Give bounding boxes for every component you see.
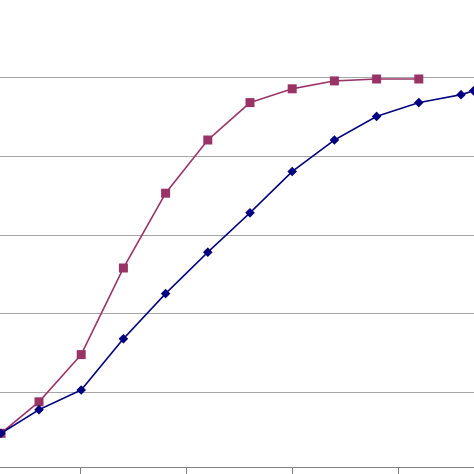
series-0-point-10 [414, 74, 424, 84]
series-1-point-11 [456, 89, 466, 100]
series-1-point-9 [371, 111, 382, 122]
series-1 [0, 86, 474, 439]
series-1-point-12 [468, 86, 474, 96]
series-1-point-2 [76, 385, 86, 395]
series-0-point-4 [161, 188, 171, 198]
series-0-point-8 [329, 76, 339, 86]
series-line-1 [0, 90, 474, 434]
x-axis [0, 467, 474, 474]
series-1-point-3 [118, 334, 129, 344]
series-1-point-10 [414, 97, 424, 108]
series-1-point-8 [329, 135, 340, 145]
series-1-point-7 [287, 166, 297, 177]
series-layer [0, 74, 474, 439]
series-0-point-1 [34, 397, 44, 407]
series-0 [0, 74, 424, 438]
series-1-point-1 [34, 404, 44, 415]
series-0-point-5 [203, 135, 213, 145]
series-0-point-9 [372, 74, 382, 84]
series-0-point-3 [118, 263, 128, 273]
series-1-point-5 [203, 247, 213, 257]
series-line-0 [0, 78, 419, 434]
series-1-point-4 [160, 288, 171, 299]
gridlines [0, 77, 474, 393]
series-1-point-6 [245, 208, 255, 218]
series-0-point-6 [245, 98, 255, 108]
series-1-point-0 [0, 428, 6, 439]
series-0-point-7 [287, 84, 297, 94]
series-0-point-2 [76, 350, 86, 360]
